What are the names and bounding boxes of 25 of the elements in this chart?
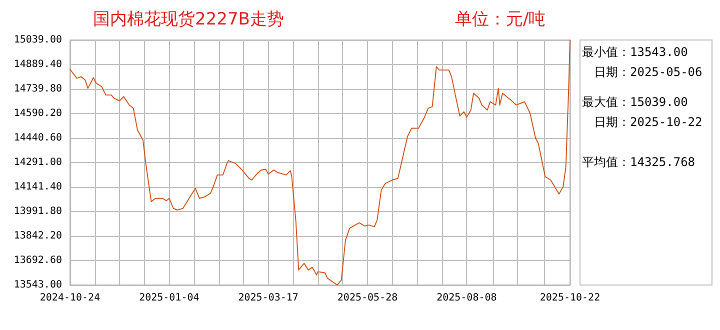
x-tick-label: 2024-10-24 [40,292,100,304]
text: 日期：2025-10-22 [594,115,702,129]
text: 日期：2025-05-06 [594,65,702,79]
x-tick-label: 2025-10-22 [540,292,600,304]
x-tick-label: 2025-03-17 [238,292,298,304]
text: 最大值：15039.00 [582,95,688,109]
chart-subtitle: 单位：元/吨 [455,10,546,30]
y-tick-label: 14440.60 [14,132,62,144]
y-tick-label: 13543.00 [14,280,62,290]
chart-title: 国内棉花现货2227B走势 [93,10,284,30]
x-tick-label: 2025-01-04 [139,292,200,304]
y-tick-label: 13692.60 [14,255,62,266]
y-tick-label: 14291.00 [14,157,62,168]
y-tick-label: 14739.80 [14,84,62,94]
y-tick-label: 15039.00 [14,34,62,46]
x-tick-label: 2025-05-28 [337,292,398,304]
y-tick-label: 14590.20 [14,108,62,119]
text: 最小值：13543.00 [582,45,688,59]
y-tick-label: 13842.20 [14,230,62,242]
y-tick-label: 14889.40 [14,59,62,70]
y-tick-label: 14141.40 [14,182,62,192]
x-tick-label: 2025-08-08 [436,292,497,304]
line-series [70,40,570,286]
text: 平均值：14325.768 [582,155,696,169]
y-tick-label: 13991.80 [14,206,62,217]
